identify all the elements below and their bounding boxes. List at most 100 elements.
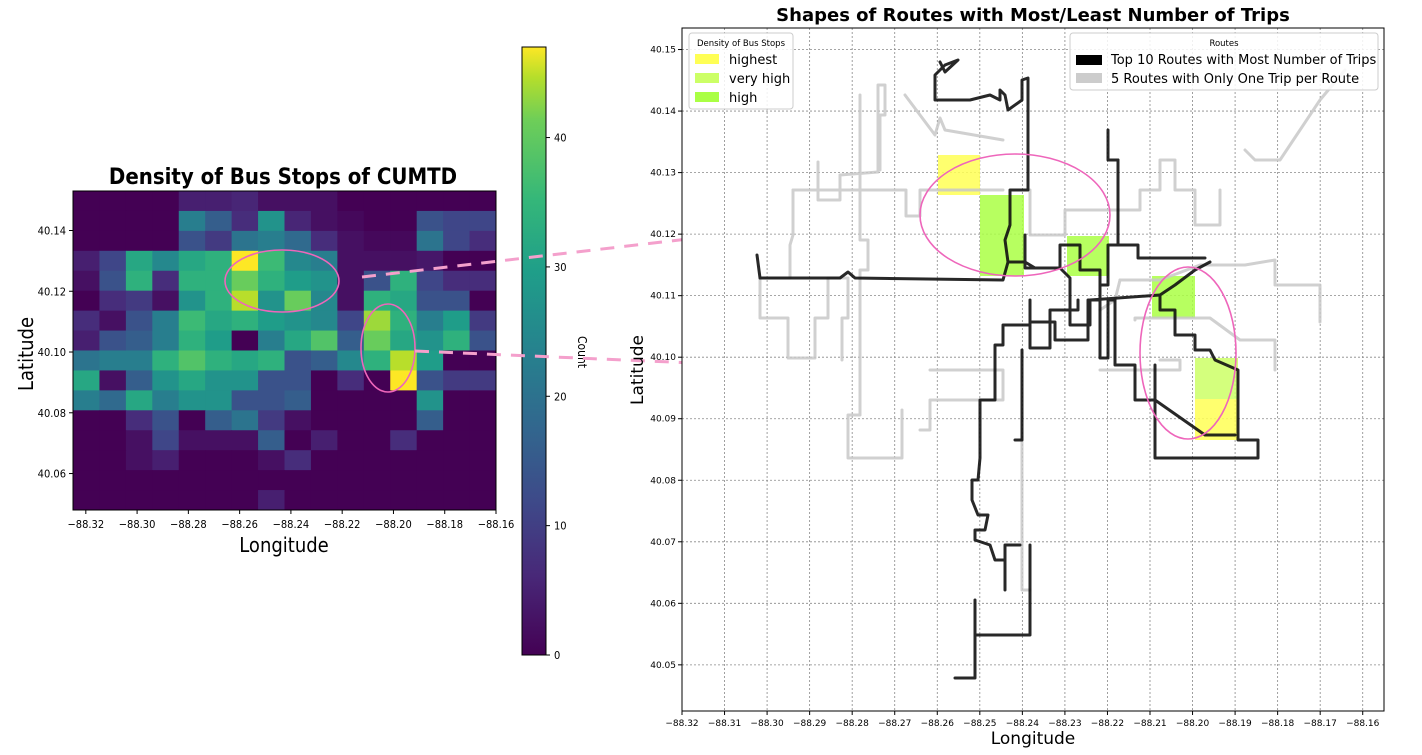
heatmap-cell (73, 310, 100, 332)
heatmap-cell (178, 430, 206, 451)
heatmap-cell (73, 410, 100, 431)
heatmap-cell (443, 470, 471, 491)
heatmap-xlabel: Longitude (239, 533, 328, 557)
heatmap-cell (73, 370, 100, 391)
heatmap-cell (469, 210, 497, 232)
colorbar-tick-label: 0 (554, 649, 560, 662)
heatmap-cell (363, 210, 391, 232)
heatmap-cell (284, 330, 312, 351)
density-cell-very-high (1195, 358, 1238, 399)
heatmap-cell (152, 230, 180, 252)
heatmap-cell (99, 470, 127, 491)
heatmap-cell (258, 270, 285, 292)
heatmap-cell (443, 450, 471, 471)
heatmap-cell (178, 350, 206, 371)
heatmap-cell (469, 230, 497, 252)
heatmap-cell (363, 250, 391, 272)
routes-frame (681, 27, 1385, 712)
heatmap-cell (73, 390, 100, 411)
routes-highlight-ellipse-right (1139, 266, 1237, 440)
legend-routes-title: Routes (1209, 39, 1239, 49)
heatmap-cell (443, 490, 471, 511)
legend-swatch-high (695, 92, 719, 102)
route-black-7 (973, 543, 1032, 637)
heatmap-cell (73, 250, 100, 272)
routes-most-trips (755, 58, 1260, 680)
heatmap-cell (258, 450, 285, 471)
routes-x-tick-label: −88.27 (878, 719, 911, 729)
routes-y-tick-label: 40.07 (650, 538, 676, 548)
legend-label-one-trip: 5 Routes with Only One Trip per Route (1111, 72, 1359, 87)
heatmap-cell (469, 310, 497, 332)
heatmap-cell (152, 450, 180, 471)
heatmap-cell (390, 250, 418, 272)
heatmap-cell (416, 350, 444, 371)
heatmap-cell (443, 230, 471, 252)
routes-y-ticks: 40.15 40.14 40.13 40.12 40.11 40.10 40.09 40.08… (650, 46, 682, 671)
routes-x-tick-label: −88.32 (665, 719, 698, 729)
heatmap-highlight-ellipse-right (360, 303, 416, 393)
heatmap-cell (416, 230, 444, 252)
heatmap-frame (72, 190, 497, 511)
routes-x-tick-label: −88.24 (1006, 719, 1040, 729)
heatmap-cell (231, 350, 259, 371)
heatmap-x-tick-label: −88.28 (170, 518, 207, 531)
route-black-2 (933, 58, 1030, 264)
heatmap-cell (337, 210, 365, 232)
heatmap-cell (152, 410, 180, 431)
heatmap-cell (416, 210, 444, 232)
route-gray-1 (816, 83, 887, 202)
heatmap-cell (469, 410, 497, 431)
heatmap-cell (469, 330, 497, 351)
heatmap-cell (337, 350, 365, 371)
route-gray-8 (1243, 68, 1347, 162)
heatmap-cell (284, 470, 312, 491)
heatmap-cell (337, 230, 365, 252)
heatmap-cell (258, 470, 285, 491)
heatmap-cell (337, 370, 365, 391)
heatmap-cell (99, 350, 127, 371)
heatmap-cell (99, 390, 127, 411)
routes-y-tick-label: 40.06 (650, 599, 676, 609)
heatmap-cell (125, 390, 153, 411)
heatmap-cell (258, 310, 285, 332)
heatmap-cell (231, 270, 259, 292)
colorbar-ticks: 0 10 20 30 40 (546, 132, 567, 662)
route-black-8 (953, 633, 977, 680)
heatmap-cell (310, 270, 338, 292)
heatmap-cell (284, 210, 312, 232)
heatmap-cell (231, 191, 259, 212)
heatmap-cell (416, 330, 444, 351)
heatmap-cell (231, 470, 259, 491)
heatmap-cell (310, 370, 338, 391)
heatmap-cell (125, 270, 153, 292)
heatmap-cell (443, 310, 471, 332)
heatmap-cell (152, 191, 180, 212)
heatmap-cell (416, 370, 444, 391)
heatmap-cell (99, 191, 127, 212)
heatmap-cell (178, 370, 206, 391)
density-cell-highest (938, 155, 980, 195)
heatmap-x-tick-label: −88.20 (375, 518, 412, 531)
heatmap-cell (363, 410, 391, 431)
heatmap-cell (284, 270, 312, 292)
heatmap-cell (390, 490, 418, 511)
routes-y-tick-label: 40.14 (650, 107, 676, 117)
heatmap-cell (284, 350, 312, 371)
heatmap-cell (125, 350, 153, 371)
route-gray-9 (1133, 316, 1277, 372)
heatmap-cell (73, 210, 100, 232)
routes-x-tick-label: −88.30 (750, 719, 784, 729)
heatmap-cell (231, 490, 259, 511)
heatmap-cell (443, 270, 471, 292)
heatmap-cells (73, 191, 497, 511)
heatmap-cell (73, 230, 100, 252)
heatmap-cell (284, 191, 312, 212)
heatmap-cell (469, 290, 497, 312)
heatmap-panel: Density of Bus Stops of CUMTD −88.32 −88.… (14, 46, 589, 662)
heatmap-cell (73, 350, 100, 371)
heatmap-cell (125, 470, 153, 491)
heatmap-cell (231, 430, 259, 451)
heatmap-cell (390, 370, 418, 391)
route-gray-11 (918, 368, 1005, 432)
